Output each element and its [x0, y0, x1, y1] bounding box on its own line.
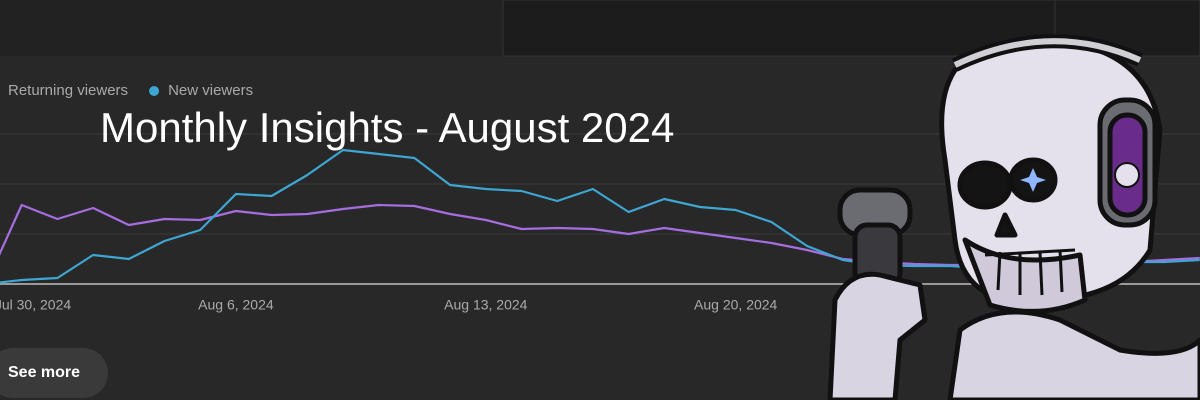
button-bg[interactable] — [0, 348, 108, 398]
x-tick-label: Aug 20, 2024 — [694, 297, 778, 313]
x-axis: Jul 30, 2024 Aug 6, 2024 Aug 13, 2024 Aug 2… — [0, 297, 778, 313]
top-panel — [0, 0, 503, 56]
see-more-button[interactable]: See more — [0, 348, 108, 398]
x-tick-label: Aug 13, 2024 — [444, 297, 528, 313]
x-tick-label: Jul 30, 2024 — [0, 297, 71, 313]
x-tick-label: Aug 6, 2024 — [198, 297, 274, 313]
legend: Returning viewers New viewers — [8, 82, 253, 99]
legend-label: New viewers — [168, 82, 253, 99]
legend-label: Returning viewers — [8, 82, 128, 99]
chart-title: Monthly Insights - August 2024 — [100, 104, 674, 151]
button-label[interactable]: See more — [8, 364, 80, 381]
skeleton-illustration — [827, 34, 1200, 400]
top-panel — [502, 0, 1056, 57]
legend-marker — [149, 86, 160, 96]
